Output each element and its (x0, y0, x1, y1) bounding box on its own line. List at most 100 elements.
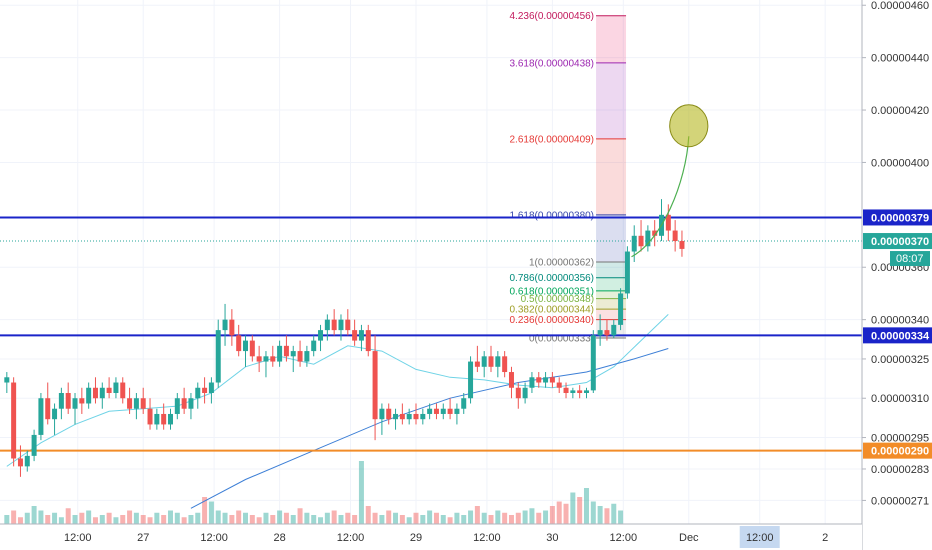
candle-body (365, 330, 371, 352)
candle (174, 393, 180, 420)
volume-bar (4, 515, 10, 524)
time-axis[interactable]: 12:00 27 12:00 28 12:00 29 12:00 30 12:00 Dec 12:0… (0, 523, 862, 550)
candle-body (263, 356, 269, 362)
candle-body (236, 335, 242, 352)
candle (590, 330, 596, 393)
candle (133, 393, 139, 420)
fib-level-label: 1.618(0.00000380) (510, 210, 595, 221)
volume-bar (508, 515, 514, 524)
candle-body (413, 413, 419, 420)
volume-bar (536, 512, 542, 524)
candle (304, 345, 310, 367)
volume-bar (45, 515, 51, 524)
candle-body (161, 413, 167, 425)
candle-body (58, 393, 64, 409)
target-ellipse[interactable] (669, 104, 709, 148)
fibonacci-extension[interactable]: 4.236(0.00000456) 3.618(0.00000438) 2.618(… (510, 11, 627, 344)
candle (399, 403, 405, 425)
candle-body (549, 377, 555, 383)
candle (515, 382, 521, 409)
candle (352, 319, 358, 346)
volume-bar (618, 510, 624, 524)
candle-body (120, 382, 126, 399)
time-tick-label: 28 (273, 532, 285, 544)
fib-band (596, 298, 627, 310)
volume-bar (99, 515, 105, 524)
price-tick-label: 0.00000295 (871, 433, 929, 445)
candle (127, 387, 133, 414)
volume-bar (427, 510, 433, 524)
price-tick-label: 0.00000283 (871, 464, 929, 476)
candle (652, 220, 658, 247)
price-tick-label: 0.00000400 (871, 157, 929, 169)
candle-body (99, 387, 105, 399)
price-tick-label: 0.00000460 (871, 0, 929, 12)
time-tick-highlight[interactable] (739, 526, 780, 548)
volume-bar (31, 506, 37, 524)
fib-band (596, 290, 627, 299)
volume-bar (461, 515, 467, 524)
candle (154, 408, 160, 430)
candle (365, 324, 371, 357)
current-price-tag[interactable]: 0.00000370 (871, 236, 929, 248)
volume-bar (283, 512, 289, 524)
volume-bar (86, 510, 92, 524)
candle-body (65, 393, 71, 409)
level-price-tag-bg[interactable] (863, 209, 932, 226)
candle-body (304, 351, 310, 362)
candle-body (502, 356, 508, 373)
level-price-tag-bg[interactable] (863, 327, 932, 344)
candle-body (215, 330, 221, 383)
level-price-tag[interactable]: 0.00000290 (871, 446, 929, 458)
candle (413, 403, 419, 425)
candle-body (618, 293, 624, 325)
volume-bar (570, 492, 576, 524)
candle (406, 408, 412, 425)
candle (638, 220, 644, 252)
level-price-tag[interactable]: 0.00000334 (871, 330, 930, 342)
candle (243, 335, 249, 367)
candle-body (672, 230, 678, 242)
candle (263, 351, 269, 378)
candle (549, 372, 555, 388)
candle-body (406, 413, 412, 420)
volume-bar (365, 506, 371, 524)
candle-body (52, 408, 58, 420)
volume-bar (318, 517, 324, 524)
candle (11, 377, 17, 467)
candle-body (590, 335, 596, 391)
volume-bar (256, 517, 262, 524)
candle (311, 335, 317, 357)
volume-bar (543, 510, 549, 524)
candle (393, 408, 399, 430)
candle-body (154, 413, 160, 425)
candle (283, 335, 289, 362)
time-tick-label: 27 (137, 532, 149, 544)
volume-bar (563, 503, 569, 524)
annotations[interactable] (631, 104, 709, 258)
candle (529, 372, 535, 393)
time-tick-label: 12:00 (337, 532, 365, 544)
price-axis[interactable]: 0.00000460 0.00000440 0.00000420 0.00000400… (861, 0, 932, 550)
current-price-tag-bg[interactable] (863, 233, 932, 250)
candle-body (433, 408, 439, 414)
candle-body (45, 398, 51, 420)
time-tick-label: 12:00 (610, 532, 638, 544)
candle-body (563, 387, 569, 393)
level-price-tag[interactable]: 0.00000379 (871, 212, 929, 224)
candle (17, 445, 23, 477)
fib-level-label: 2.618(0.00000409) (510, 134, 595, 145)
projection-curve[interactable] (631, 136, 690, 258)
candle-body (249, 340, 255, 357)
candle (147, 398, 153, 430)
level-price-tag-bg[interactable] (863, 442, 932, 459)
volume-bar (358, 461, 364, 524)
candle (474, 345, 480, 373)
candle (99, 382, 105, 409)
candle (270, 345, 276, 367)
horizontal-levels[interactable] (0, 216, 862, 452)
candle (236, 324, 242, 357)
candle-body (495, 356, 501, 367)
fib-level-label: 0(0.00000333) (529, 333, 594, 344)
